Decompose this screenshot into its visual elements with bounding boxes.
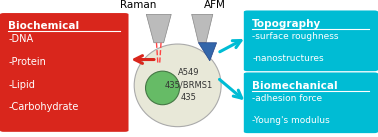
Polygon shape <box>198 43 217 61</box>
Text: Raman: Raman <box>121 0 157 10</box>
Text: AFM: AFM <box>204 0 226 10</box>
Text: -surface roughness: -surface roughness <box>252 32 339 41</box>
Polygon shape <box>146 14 171 43</box>
Text: -nanostructures: -nanostructures <box>252 54 324 63</box>
Ellipse shape <box>134 44 221 127</box>
Text: -adhesion force: -adhesion force <box>252 94 322 103</box>
Text: -Carbohydrate: -Carbohydrate <box>8 102 79 112</box>
Text: -Protein: -Protein <box>8 57 46 67</box>
FancyBboxPatch shape <box>244 10 378 71</box>
FancyBboxPatch shape <box>244 72 378 133</box>
Text: -DNA: -DNA <box>8 34 33 44</box>
Text: Biochemical: Biochemical <box>8 22 79 32</box>
Polygon shape <box>192 14 213 43</box>
Ellipse shape <box>146 71 180 105</box>
Text: -Lipid: -Lipid <box>8 80 35 90</box>
Text: Biomechanical: Biomechanical <box>252 81 338 91</box>
FancyBboxPatch shape <box>0 13 129 132</box>
Text: Topography: Topography <box>252 19 321 29</box>
Text: A549
435/BRMS1
435: A549 435/BRMS1 435 <box>165 68 213 102</box>
Text: -Young's modulus: -Young's modulus <box>252 116 330 125</box>
